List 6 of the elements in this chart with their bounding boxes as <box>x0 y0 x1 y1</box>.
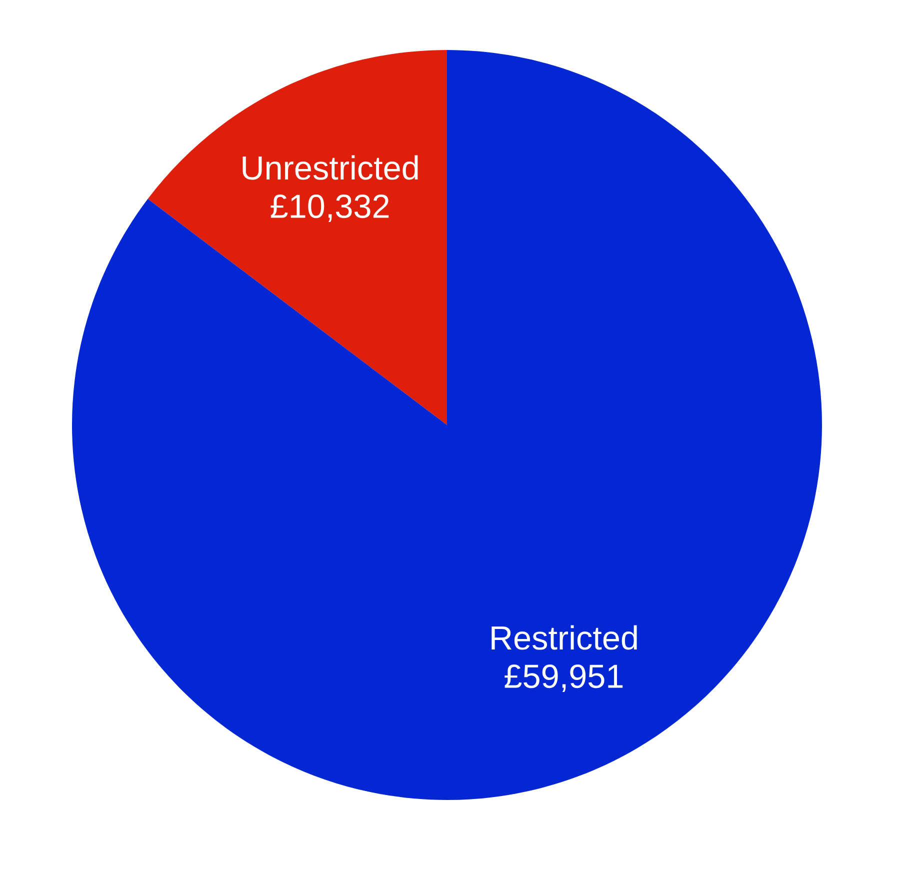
data-label: £59,951 <box>504 664 623 692</box>
pie-slice <box>72 50 822 800</box>
pie-slice <box>148 50 447 425</box>
slice-label: Unrestricted <box>242 155 418 180</box>
data-label: £10,332 <box>270 194 389 222</box>
slice-label: Restricted <box>492 625 637 650</box>
